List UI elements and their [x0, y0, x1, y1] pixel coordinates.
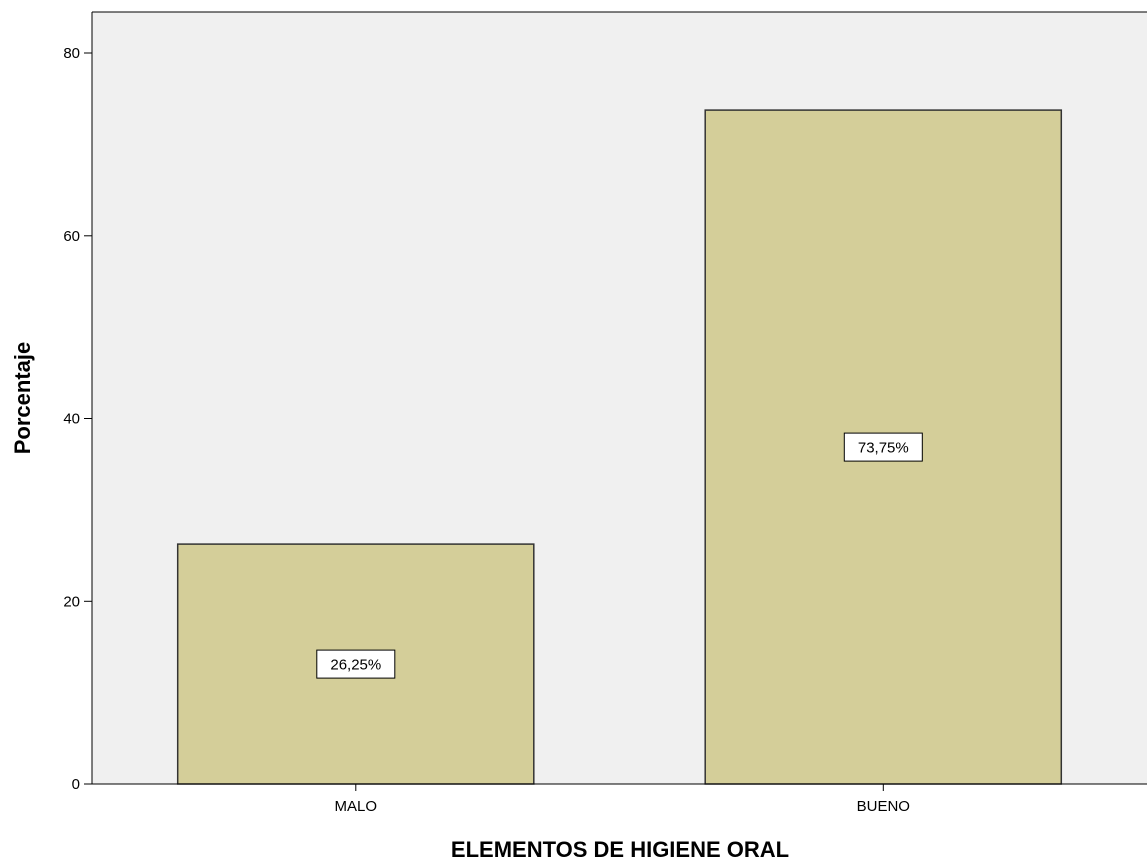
data-label-bueno: 73,75%: [858, 440, 909, 457]
y-tick-label-0: 0: [72, 776, 80, 793]
data-labels-layer: 26,25% 73,75%: [316, 432, 923, 679]
x-ticks-layer: MALO BUENO: [335, 784, 910, 815]
y-ticks-layer: 0 20 40 60 80: [63, 45, 92, 793]
x-tick-label-bueno: BUENO: [857, 798, 910, 815]
y-tick-label-80: 80: [63, 45, 80, 62]
x-axis-title: ELEMENTOS DE HIGIENE ORAL: [451, 837, 789, 862]
y-tick-label-20: 20: [63, 593, 80, 610]
y-tick-label-40: 40: [63, 411, 80, 428]
y-axis-title: Porcentaje: [10, 342, 35, 455]
data-label-box-malo: [316, 649, 396, 679]
x-tick-label-malo: MALO: [335, 798, 378, 815]
data-label-malo: 26,25%: [330, 657, 381, 674]
data-label-box-bueno: [843, 432, 923, 462]
y-tick-label-60: 60: [63, 228, 80, 245]
